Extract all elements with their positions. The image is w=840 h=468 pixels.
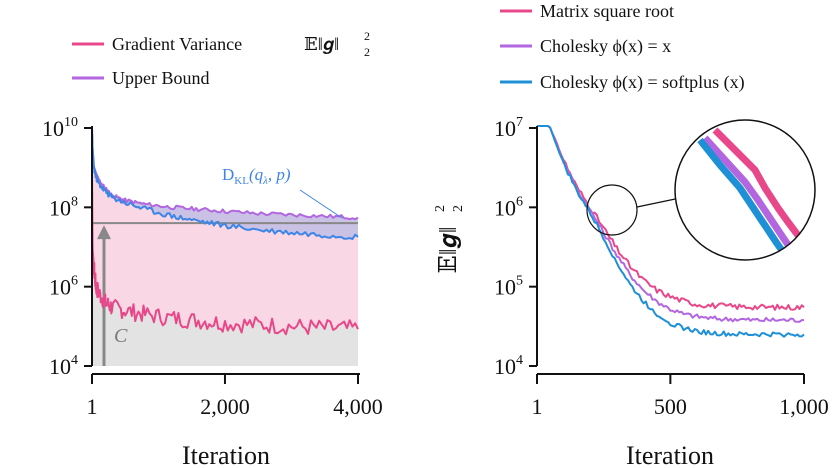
- left-y-tick-label: 106: [49, 274, 78, 300]
- right-y-axis-label-group: 𝔼‖𝒈‖ 2 2: [433, 205, 466, 274]
- right-y-axis-label: 𝔼‖𝒈‖: [436, 227, 462, 274]
- series-line-gradient-variance: [91, 167, 359, 336]
- legend-label-matrix-sqrt: Matrix square root: [540, 1, 674, 21]
- inset-line-cholesky-softplus: [697, 137, 793, 260]
- band-bound-minus-variance: [92, 127, 358, 335]
- right-x-tick-label: 1: [532, 394, 543, 419]
- right-x-tick-label: 500: [654, 394, 687, 419]
- legend-label-variance: Gradient Variance: [112, 34, 242, 54]
- region-below-variance: [92, 167, 358, 366]
- series-line-cholesky-softplus: [537, 125, 805, 338]
- legend-label-cholesky-softplus: Cholesky ϕ(x) = softplus (x): [540, 72, 745, 93]
- zoom-inset: [675, 120, 815, 260]
- left-x-tick-label: 2,000: [200, 394, 250, 419]
- left-y-ticks: 104 106 108 1010: [42, 115, 92, 379]
- legend-expectation-symbol: 𝔼‖𝒈‖: [304, 34, 339, 54]
- right-y-axis-label-sup: 2: [433, 205, 448, 212]
- left-y-tick-label: 1010: [42, 115, 78, 141]
- right-y-ticks: 104 105 106 107: [494, 115, 537, 379]
- left-x-ticks: 1 2,000 4,000: [87, 374, 383, 419]
- legend-label-cholesky-x: Cholesky ϕ(x) = x: [540, 36, 671, 57]
- inset-line-cholesky-x: [702, 135, 798, 257]
- band-bound-minus-dkl: [92, 127, 358, 240]
- left-x-axis-label: Iteration: [182, 441, 270, 468]
- series-line-dkl: [91, 128, 359, 240]
- right-x-axis-label: Iteration: [626, 441, 714, 468]
- right-y-tick-label: 104: [494, 353, 523, 379]
- left-x-tick-label: 4,000: [333, 394, 383, 419]
- c-label: C: [114, 325, 128, 347]
- zoom-source-circle: [586, 184, 638, 236]
- c-arrow-head: [97, 225, 111, 240]
- dkl-annotation: DKL(qλ, p): [222, 165, 291, 187]
- legend-expectation-sup: 2: [364, 29, 370, 43]
- right-y-axis-label-sub: 2: [451, 205, 466, 212]
- zoom-inset-border: [674, 119, 816, 261]
- right-x-ticks: 1 500 1,000: [532, 374, 829, 419]
- left-chart: Gradient Variance 𝔼‖𝒈‖ 2 2 Upper Bound C…: [42, 29, 383, 468]
- left-x-tick-label: 1: [87, 394, 98, 419]
- legend-expectation-sub: 2: [364, 45, 370, 59]
- dkl-annotation-pointer: [299, 189, 343, 219]
- left-y-tick-label: 104: [49, 353, 78, 379]
- inset-line-matrix-sqrt: [712, 127, 803, 241]
- right-plot-area: [537, 125, 805, 338]
- right-x-tick-label: 1,000: [779, 394, 829, 419]
- right-y-tick-label: 106: [494, 194, 523, 220]
- series-line-matrix-sqrt: [537, 125, 805, 311]
- left-y-tick-label: 108: [49, 194, 78, 220]
- zoom-connector: [636, 197, 681, 208]
- right-chart: Matrix square root Cholesky ϕ(x) = x Cho…: [433, 1, 829, 468]
- left-plot-area: C: [91, 127, 359, 366]
- right-y-tick-label: 107: [494, 115, 523, 141]
- right-y-tick-label: 105: [494, 274, 523, 300]
- legend-label-bound: Upper Bound: [112, 68, 210, 88]
